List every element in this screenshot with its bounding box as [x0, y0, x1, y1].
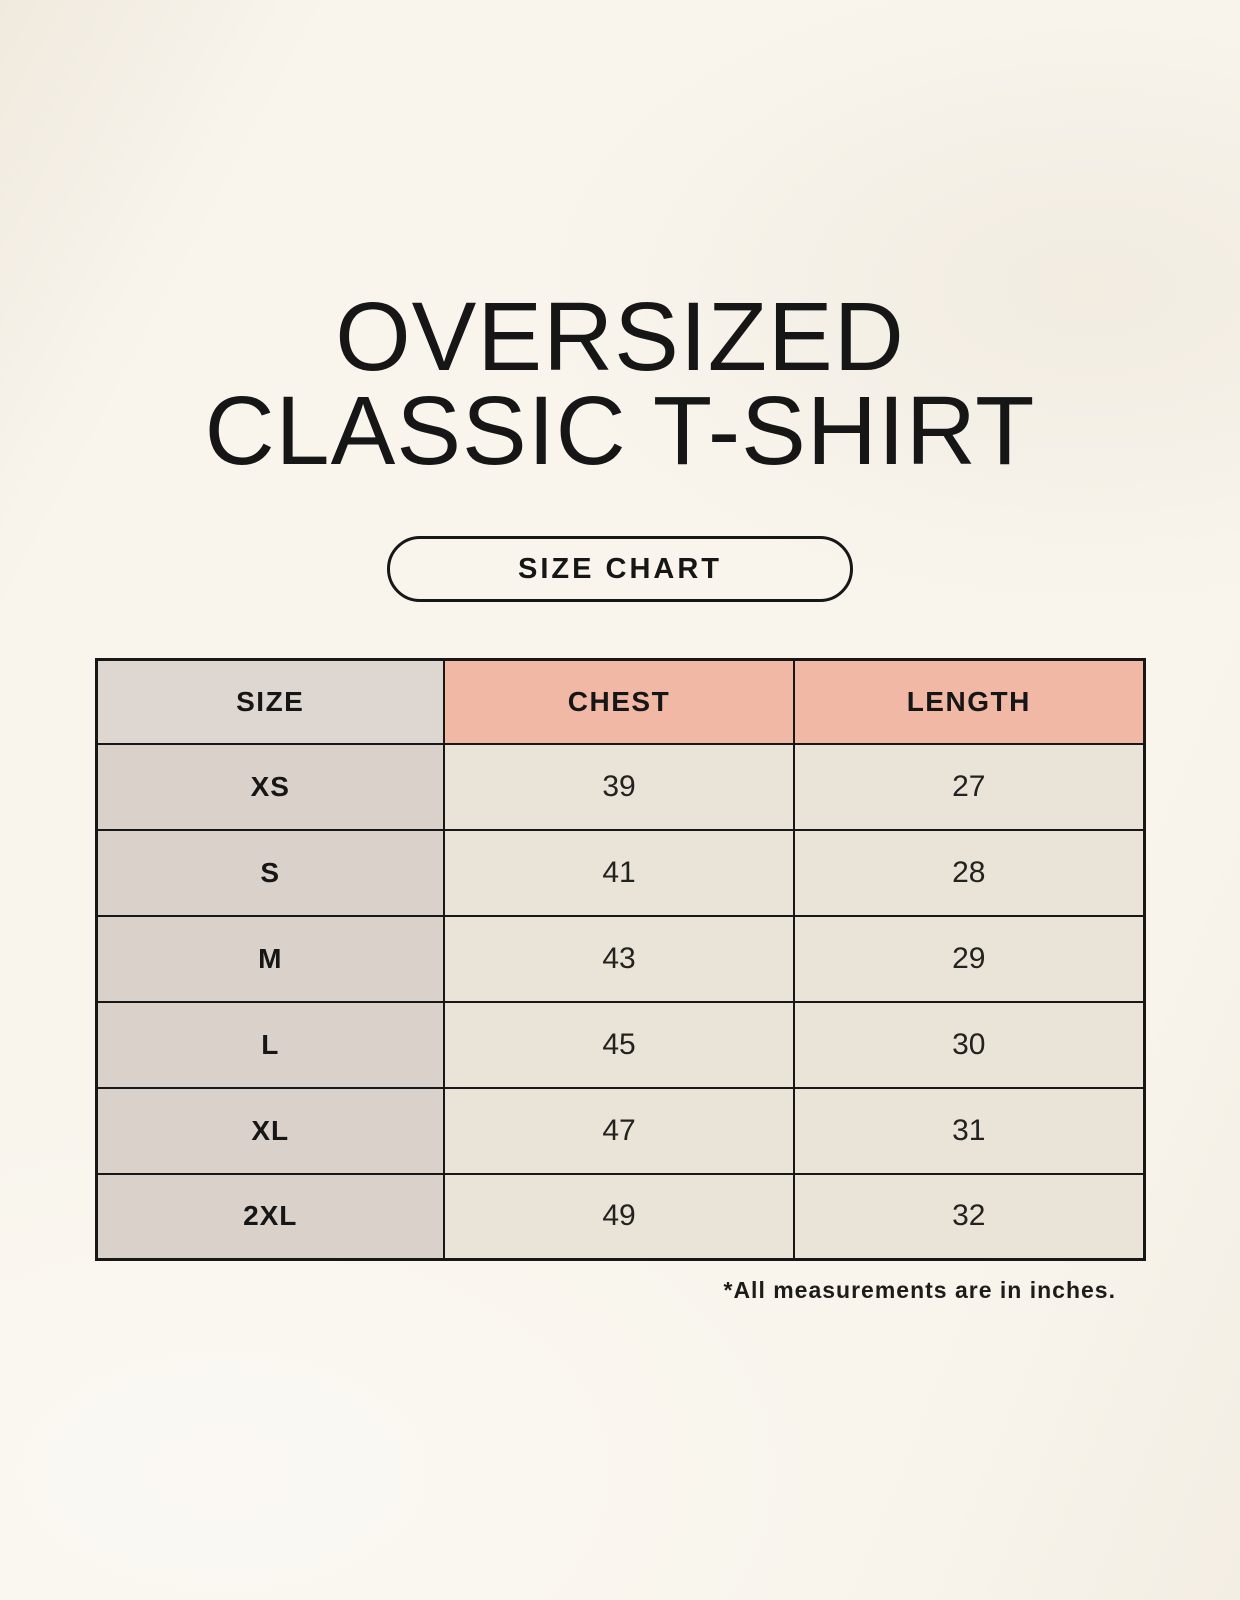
- table-body: XS 39 27 S 41 28 M 43 29 L 45 30 XL 47: [95, 742, 1145, 1261]
- chest-value: 47: [443, 1086, 795, 1175]
- length-value: 30: [793, 1000, 1145, 1089]
- product-title-line2: CLASSIC T-SHIRT: [204, 376, 1036, 486]
- table-row-xl: XL 47 31: [95, 1086, 1145, 1175]
- column-header-length: LENGTH: [793, 658, 1145, 745]
- length-value: 32: [793, 1172, 1145, 1261]
- size-label: L: [95, 1000, 445, 1089]
- size-label: 2XL: [95, 1172, 445, 1261]
- chest-value: 39: [443, 742, 795, 831]
- column-header-chest: CHEST: [443, 658, 795, 745]
- chest-value: 45: [443, 1000, 795, 1089]
- column-header-size: SIZE: [95, 658, 445, 745]
- chest-value: 49: [443, 1172, 795, 1261]
- chest-value: 41: [443, 828, 795, 917]
- size-chart-table: SIZE CHEST LENGTH XS 39 27 S 41 28 M 43 …: [94, 658, 1146, 1262]
- size-label: M: [95, 914, 445, 1003]
- chest-value: 43: [443, 914, 795, 1003]
- size-label: S: [95, 828, 445, 917]
- table-row-l: L 45 30: [95, 1000, 1145, 1089]
- product-title: OVERSIZED CLASSIC T-SHIRT: [0, 282, 1240, 486]
- header-row: SIZE CHEST LENGTH: [95, 658, 1145, 745]
- length-value: 28: [793, 828, 1145, 917]
- measurements-footnote: *All measurements are in inches.: [723, 1277, 1116, 1304]
- table-row-s: S 41 28: [95, 828, 1145, 917]
- size-label: XL: [95, 1086, 445, 1175]
- size-label: XS: [95, 742, 445, 831]
- table-row-2xl: 2XL 49 32: [95, 1172, 1145, 1261]
- size-chart-button[interactable]: SIZE CHART: [387, 536, 853, 603]
- size-chart-button-label: SIZE CHART: [518, 552, 722, 585]
- table-row-m: M 43 29: [95, 914, 1145, 1003]
- table-row-xs: XS 39 27: [95, 742, 1145, 831]
- length-value: 27: [793, 742, 1145, 831]
- table-header: SIZE CHEST LENGTH: [95, 658, 1145, 745]
- length-value: 31: [793, 1086, 1145, 1175]
- product-title-line1: OVERSIZED: [335, 282, 905, 391]
- length-value: 29: [793, 914, 1145, 1003]
